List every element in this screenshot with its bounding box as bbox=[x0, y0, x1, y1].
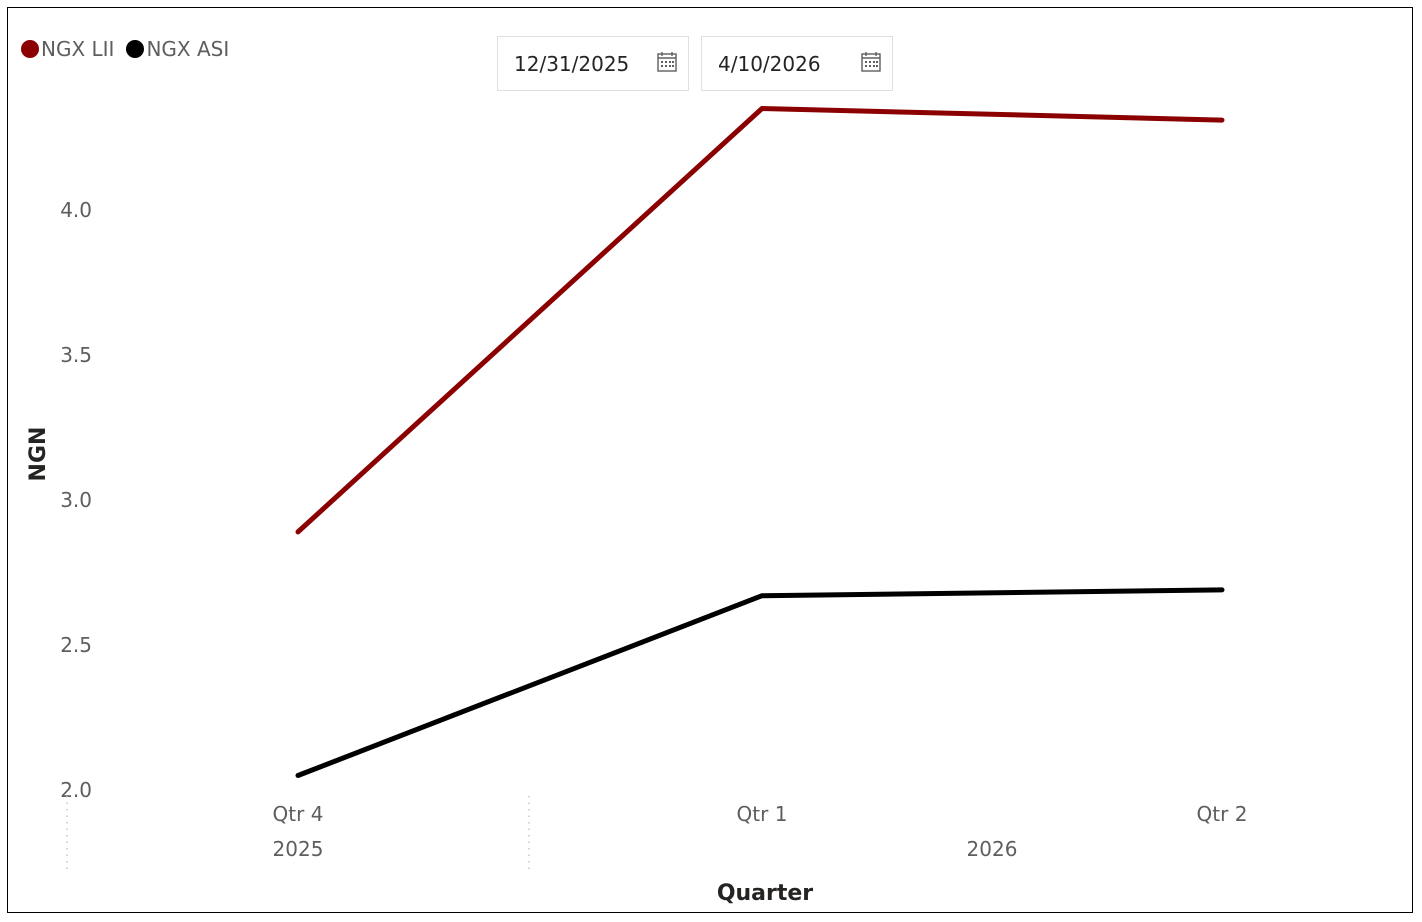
start-date-input[interactable]: 12/31/2025 bbox=[497, 36, 689, 91]
legend-marker-icon bbox=[126, 40, 145, 58]
start-date-value: 12/31/2025 bbox=[514, 51, 630, 76]
y-tick-label: 3.5 bbox=[60, 343, 92, 367]
legend: NGX LII NGX ASI bbox=[21, 37, 229, 61]
legend-marker-icon bbox=[21, 40, 39, 58]
legend-label: NGX ASI bbox=[146, 37, 230, 61]
y-axis-ticks: 2.0 2.5 3.0 3.5 4.0 bbox=[60, 198, 92, 802]
calendar-icon[interactable] bbox=[860, 51, 882, 73]
x-axis-title: Quarter bbox=[717, 881, 813, 906]
calendar-icon[interactable] bbox=[656, 51, 678, 73]
x-tick-label: Qtr 2 bbox=[1197, 802, 1248, 826]
series-line-ngx-asi[interactable] bbox=[295, 587, 1225, 778]
end-date-input[interactable]: 4/10/2026 bbox=[701, 36, 893, 91]
legend-item-ngx-lii[interactable]: NGX LII bbox=[21, 37, 114, 61]
legend-item-ngx-asi[interactable]: NGX ASI bbox=[126, 37, 229, 61]
x-tick-label: Qtr 4 bbox=[273, 802, 324, 826]
legend-label: NGX LII bbox=[41, 37, 115, 61]
y-tick-label: 2.5 bbox=[60, 633, 92, 657]
x-axis-ticks: Qtr 4 Qtr 1 Qtr 2 2025 2026 bbox=[273, 802, 1248, 861]
y-tick-label: 4.0 bbox=[60, 198, 92, 222]
y-axis-title: NGN bbox=[26, 427, 51, 482]
series-line-ngx-lii[interactable] bbox=[295, 106, 1225, 535]
y-tick-label: 2.0 bbox=[60, 778, 92, 802]
x-group-label: 2025 bbox=[273, 837, 324, 861]
x-group-label: 2026 bbox=[967, 837, 1018, 861]
y-tick-label: 3.0 bbox=[60, 488, 92, 512]
x-tick-label: Qtr 1 bbox=[737, 802, 788, 826]
series-lines bbox=[295, 106, 1225, 778]
end-date-value: 4/10/2026 bbox=[718, 51, 821, 76]
